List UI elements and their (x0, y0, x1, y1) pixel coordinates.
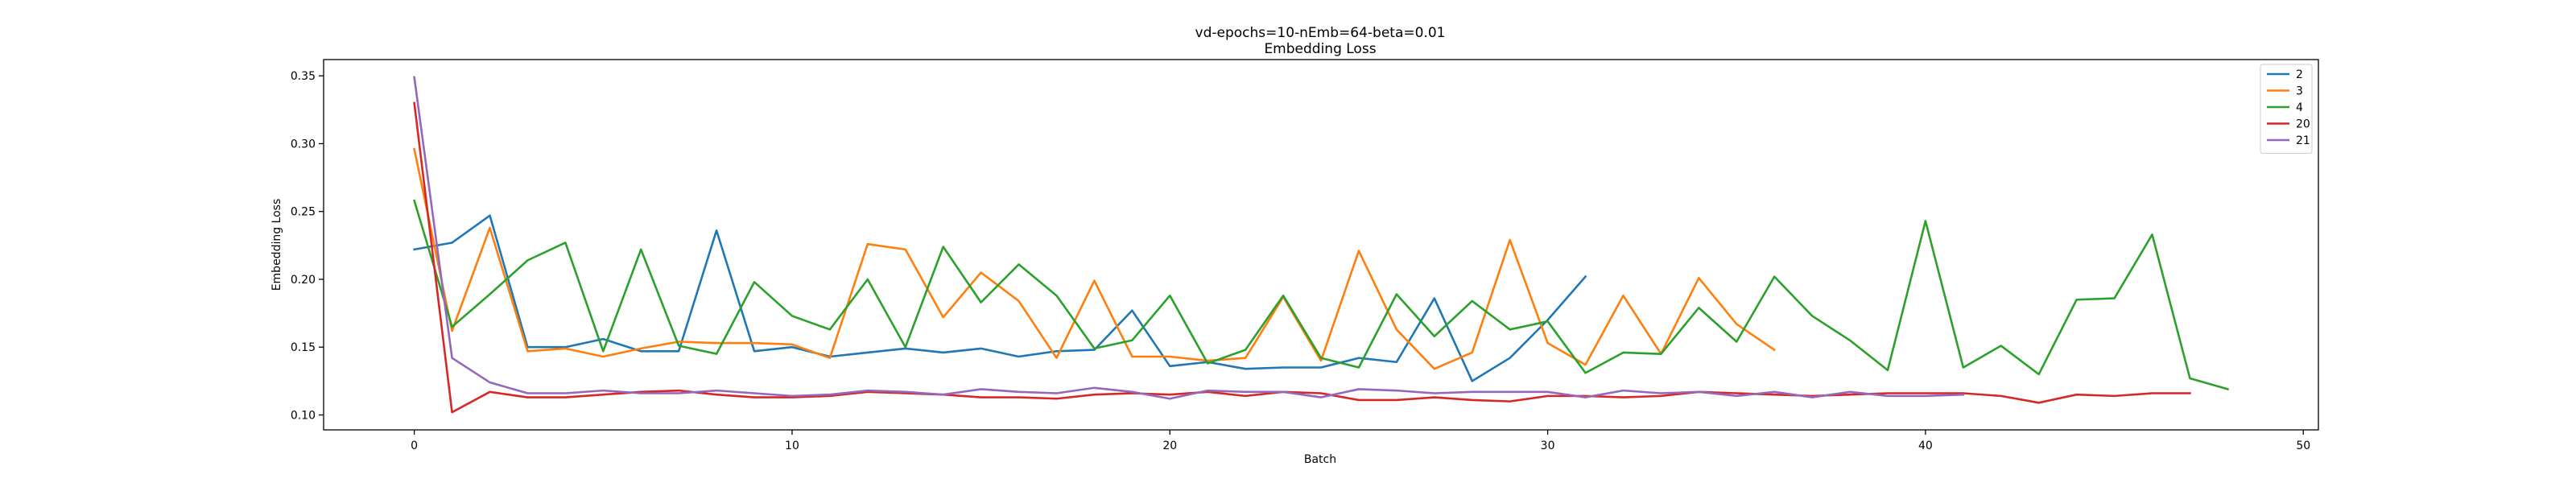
x-tick-label: 30 (1541, 440, 1555, 452)
plot-area (324, 60, 2318, 430)
y-tick-label: 0.15 (291, 341, 316, 354)
legend-label-3: 3 (2296, 85, 2303, 98)
x-tick-label: 40 (1918, 440, 1933, 452)
legend-label-4: 4 (2296, 101, 2303, 114)
y-axis-label: Embedding Loss (270, 199, 283, 291)
series-line-3 (413, 147, 1776, 370)
x-axis-label: Batch (1304, 453, 1336, 466)
y-tick-label: 0.25 (291, 206, 316, 219)
series-line-20 (413, 101, 2191, 414)
x-tick-label: 0 (411, 440, 418, 452)
chart-subtitle: Embedding Loss (1264, 41, 1376, 57)
legend-label-20: 20 (2296, 118, 2310, 131)
axes-layer: 0 10 20 30 40 50 0.10 0.15 0.20 0.25 0.30 0.35 (291, 59, 2319, 452)
y-tick-label: 0.10 (291, 409, 316, 422)
chart-title: vd-epochs=10-nEmb=64-beta=0.01 (1195, 25, 1446, 41)
axes-frame (323, 59, 2319, 431)
legend-box (2260, 64, 2313, 154)
legend: 2 3 4 20 21 (2260, 64, 2313, 154)
y-tick-label: 0.35 (291, 70, 316, 83)
series-line-2 (413, 214, 1587, 382)
x-tick-label: 20 (1162, 440, 1177, 452)
x-tick-label: 50 (2296, 440, 2310, 452)
plot-background (324, 60, 2318, 430)
series-line-4 (413, 199, 2229, 391)
x-tick-label: 10 (785, 440, 799, 452)
series-line-21 (413, 76, 1965, 400)
series-layer (413, 76, 2229, 414)
y-tick-label: 0.30 (291, 138, 316, 151)
legend-label-2: 2 (2296, 68, 2303, 81)
y-tick-label: 0.20 (291, 274, 316, 287)
legend-label-21: 21 (2296, 134, 2310, 147)
